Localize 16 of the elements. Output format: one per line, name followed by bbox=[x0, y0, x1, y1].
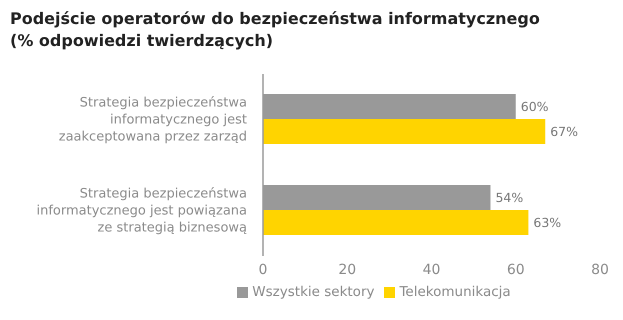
x-tick-label: 80 bbox=[591, 262, 609, 278]
x-tick-label: 0 bbox=[258, 262, 268, 278]
data-label: 63% bbox=[533, 214, 562, 230]
x-tick-label: 40 bbox=[422, 262, 440, 278]
data-label: 67% bbox=[550, 124, 578, 139]
data-label: 60% bbox=[520, 98, 549, 114]
bar bbox=[263, 210, 528, 236]
x-tick-label: 60 bbox=[506, 262, 525, 278]
legend-label: Wszystkie sektory bbox=[252, 284, 374, 300]
y-tick-label: Strategia bezpieczeństwa informatycznego jest powiązana ze strategią biznesową bbox=[36, 186, 248, 236]
legend-label: Telekomunikacja bbox=[399, 284, 511, 300]
bar bbox=[263, 119, 546, 144]
data-label: 54% bbox=[495, 190, 524, 205]
x-tick-label: 20 bbox=[338, 262, 356, 278]
y-tick-label: Strategia bezpieczeństwa informatycznego jest zaakceptowana przez zarząd bbox=[58, 95, 247, 144]
chart-title: Podejście operatorów do bezpieczeństwa informatycznego (% odpowiedzi twierdzących) bbox=[10, 8, 541, 52]
